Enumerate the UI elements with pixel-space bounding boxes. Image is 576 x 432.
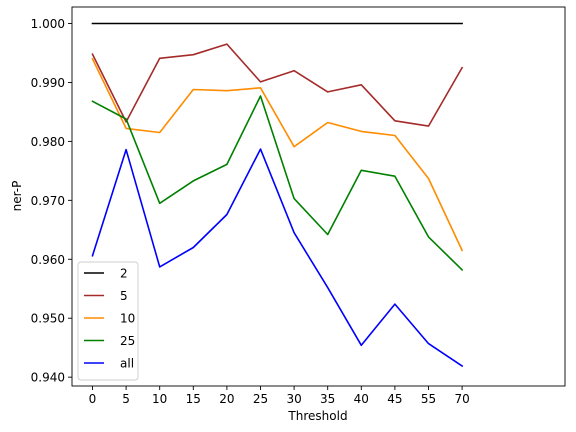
x-tick-label: 30 bbox=[286, 392, 301, 406]
legend-label-5: 5 bbox=[120, 289, 128, 303]
series-line-all bbox=[91, 148, 464, 368]
series-line-10 bbox=[91, 57, 464, 252]
x-tick-label: 20 bbox=[219, 392, 234, 406]
y-tick-label: 0.960 bbox=[31, 253, 65, 267]
x-tick-label: 55 bbox=[421, 392, 436, 406]
x-axis-label: Threshold bbox=[287, 409, 347, 423]
plot-frame bbox=[71, 6, 566, 387]
x-tick-label: 5 bbox=[122, 392, 130, 406]
x-tick-label: 45 bbox=[387, 392, 402, 406]
x-tick-label: 0 bbox=[89, 392, 97, 406]
y-tick-label: 0.940 bbox=[31, 371, 65, 385]
y-tick-label: 0.970 bbox=[31, 194, 65, 208]
legend-box bbox=[77, 261, 139, 381]
legend-label-25: 25 bbox=[120, 334, 135, 348]
y-tick-label: 0.980 bbox=[31, 135, 65, 149]
series-line-25 bbox=[91, 95, 464, 272]
legend-label-all: all bbox=[120, 357, 134, 371]
y-tick-label: 0.950 bbox=[31, 312, 65, 326]
y-axis-label: ner-P bbox=[10, 181, 24, 212]
y-tick-label: 1.000 bbox=[31, 17, 65, 31]
x-tick-label: 15 bbox=[186, 392, 201, 406]
y-axis: 0.940 0.950 0.960 0.970 0.980 0.990 1.000 bbox=[31, 17, 72, 385]
x-axis: 0 5 10 15 20 25 30 35 40 45 55 70 bbox=[89, 386, 470, 406]
series-line-5 bbox=[91, 43, 464, 127]
x-tick-label: 10 bbox=[152, 392, 167, 406]
x-tick-label: 25 bbox=[253, 392, 268, 406]
legend-label-10: 10 bbox=[120, 312, 135, 326]
series-lines bbox=[91, 22, 464, 368]
x-tick-label: 70 bbox=[454, 392, 469, 406]
x-tick-label: 35 bbox=[320, 392, 335, 406]
y-tick-label: 0.990 bbox=[31, 76, 65, 90]
legend-label-2: 2 bbox=[120, 267, 128, 281]
x-tick-label: 40 bbox=[354, 392, 369, 406]
